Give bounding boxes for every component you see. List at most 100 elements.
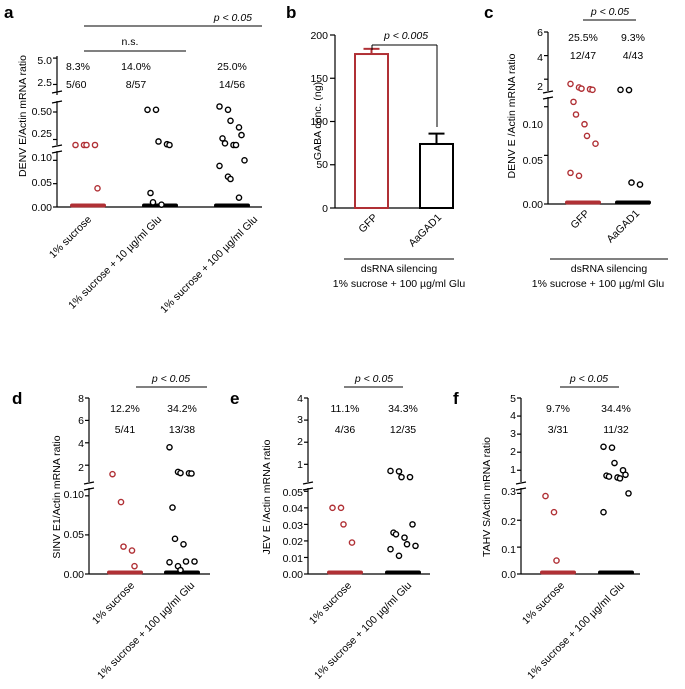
panel-d-count: 5/41 <box>115 424 136 436</box>
panel-f-xlabel: 1% sucrose <box>520 580 567 627</box>
data-point <box>216 103 223 110</box>
panel-c-percent: 9.3% <box>621 32 645 44</box>
panel-c: c DENV E /Actin mRNA ratio 0.00 0.05 0.1… <box>484 3 668 290</box>
panel-c-ytick: 0.00 <box>523 199 544 211</box>
data-point <box>182 558 190 565</box>
panel-f-ylabel: TAHV S/Actin mRNA ratio <box>481 437 493 557</box>
data-point <box>567 169 574 177</box>
data-point <box>616 475 624 482</box>
panel-d-xlabel: 1% sucrose + 100 µg/ml Glu <box>95 580 197 682</box>
bar <box>354 53 389 209</box>
panel-e-xlabel: 1% sucrose <box>307 580 354 627</box>
panel-a-xlabel: 1% sucrose <box>47 214 94 261</box>
panel-e-ytick: 3 <box>297 414 303 426</box>
panel-a-count: 8/57 <box>126 79 147 91</box>
panel-f: f TAHV S/Actin mRNA ratio 0.0 0.1 0.2 0.… <box>453 373 640 682</box>
data-point <box>398 473 405 481</box>
data-point <box>158 201 165 208</box>
panel-c-count: 12/47 <box>570 50 596 62</box>
panel-e-ylabel: JEV E /Actin mRNA ratio <box>261 439 273 554</box>
panel-e-count: 4/36 <box>335 424 356 436</box>
panel-e-ytick: 0.02 <box>283 536 304 548</box>
panel-a-xlabel: 1% sucrose + 100 µg/ml Glu <box>158 214 260 316</box>
panel-c-letter: c <box>484 3 493 22</box>
data-point <box>636 181 644 188</box>
panel-e-ytick: 0.01 <box>283 553 304 565</box>
panel-c-group-label: dsRNA silencing <box>571 263 648 275</box>
panel-b-ylabel: GABA conc. (ng) <box>312 82 324 160</box>
panel-a-percent: 25.0% <box>217 61 247 73</box>
panel-c-xlabel: GFP <box>568 208 592 232</box>
panel-f-ytick: 0.0 <box>501 569 516 581</box>
panel-d-ytick: 4 <box>78 438 84 450</box>
data-point <box>117 498 125 506</box>
panel-d-ylabel: SINV E1/Actin mRNA ratio <box>51 435 63 558</box>
data-point <box>403 540 411 548</box>
data-point <box>131 562 138 570</box>
panel-e-ytick: 0.04 <box>283 503 304 515</box>
panel-f-percent: 34.4% <box>601 403 631 415</box>
panel-e-ytick: 1 <box>297 459 303 471</box>
panel-f-ytick: 0.1 <box>501 544 516 556</box>
panel-f-count: 3/31 <box>548 424 569 436</box>
panel-c-ytick: 6 <box>537 27 543 39</box>
panel-b-sig: p < 0.005 <box>383 30 428 42</box>
panel-d-xlabel: 1% sucrose <box>90 580 137 627</box>
panel-b: b GABA conc. (ng) 0 50 100 150 200 p < 0… <box>286 3 465 290</box>
panel-d-count: 13/38 <box>169 424 195 436</box>
data-point <box>395 552 403 560</box>
panel-a-percent: 8.3% <box>66 61 90 73</box>
panel-b-group-label: dsRNA silencing <box>361 263 438 275</box>
panel-b-ytick: 50 <box>316 159 328 171</box>
panel-c-ylabel: DENV E /Actin mRNA ratio <box>506 53 518 178</box>
panel-b-ytick: 150 <box>310 73 328 85</box>
data-point <box>216 162 223 170</box>
data-point <box>91 141 99 149</box>
data-point <box>235 194 243 201</box>
data-point <box>155 138 162 145</box>
panel-e-ytick: 0.00 <box>283 569 304 581</box>
panel-b-group-label: 1% sucrose + 100 µg/ml Glu <box>333 278 466 290</box>
panel-a-ytick: 0.50 <box>32 106 53 118</box>
data-point <box>166 558 173 566</box>
data-point <box>611 459 618 467</box>
data-point <box>589 86 596 94</box>
data-point <box>542 492 549 500</box>
panel-d-percent: 34.2% <box>167 403 197 415</box>
data-point <box>409 521 416 528</box>
data-point <box>235 124 243 131</box>
data-point <box>224 106 232 114</box>
panel-c-xlabel: AaGAD1 <box>604 208 642 246</box>
panel-f-ytick: 1 <box>510 464 516 476</box>
data-point <box>387 545 394 553</box>
data-point <box>617 86 624 94</box>
panel-e-xlabel: 1% sucrose + 100 µg/ml Glu <box>312 580 414 682</box>
panel-d-ytick: 0.10 <box>64 489 85 501</box>
data-point <box>578 85 585 92</box>
panel-d-ytick: 2 <box>78 462 84 474</box>
data-point <box>171 535 179 543</box>
panel-e-ytick: 2 <box>297 436 303 448</box>
data-point <box>72 141 79 149</box>
data-point <box>337 504 345 512</box>
panel-f-ytick: 5 <box>510 393 516 405</box>
panel-a-ytick: 2.5 <box>37 77 52 89</box>
panel-e: e JEV E /Actin mRNA ratio 0.00 0.01 0.02… <box>230 373 430 682</box>
data-point <box>221 140 229 147</box>
panel-f-ytick: 0.3 <box>501 486 516 498</box>
data-point <box>608 444 616 451</box>
data-point <box>188 470 195 477</box>
data-point <box>177 469 184 477</box>
data-point <box>166 443 173 451</box>
panel-e-percent: 34.3% <box>388 403 418 415</box>
panel-b-xlabel: GFP <box>356 212 380 236</box>
panel-e-ytick: 0.05 <box>283 487 304 499</box>
panel-b-ytick: 0 <box>322 203 328 215</box>
data-point <box>152 106 160 114</box>
data-point <box>348 539 356 546</box>
data-point <box>570 98 577 106</box>
panel-f-ytick: 0.2 <box>501 516 516 528</box>
panel-f-percent: 9.7% <box>546 403 570 415</box>
data-point <box>567 80 574 88</box>
panel-b-letter: b <box>286 3 296 22</box>
